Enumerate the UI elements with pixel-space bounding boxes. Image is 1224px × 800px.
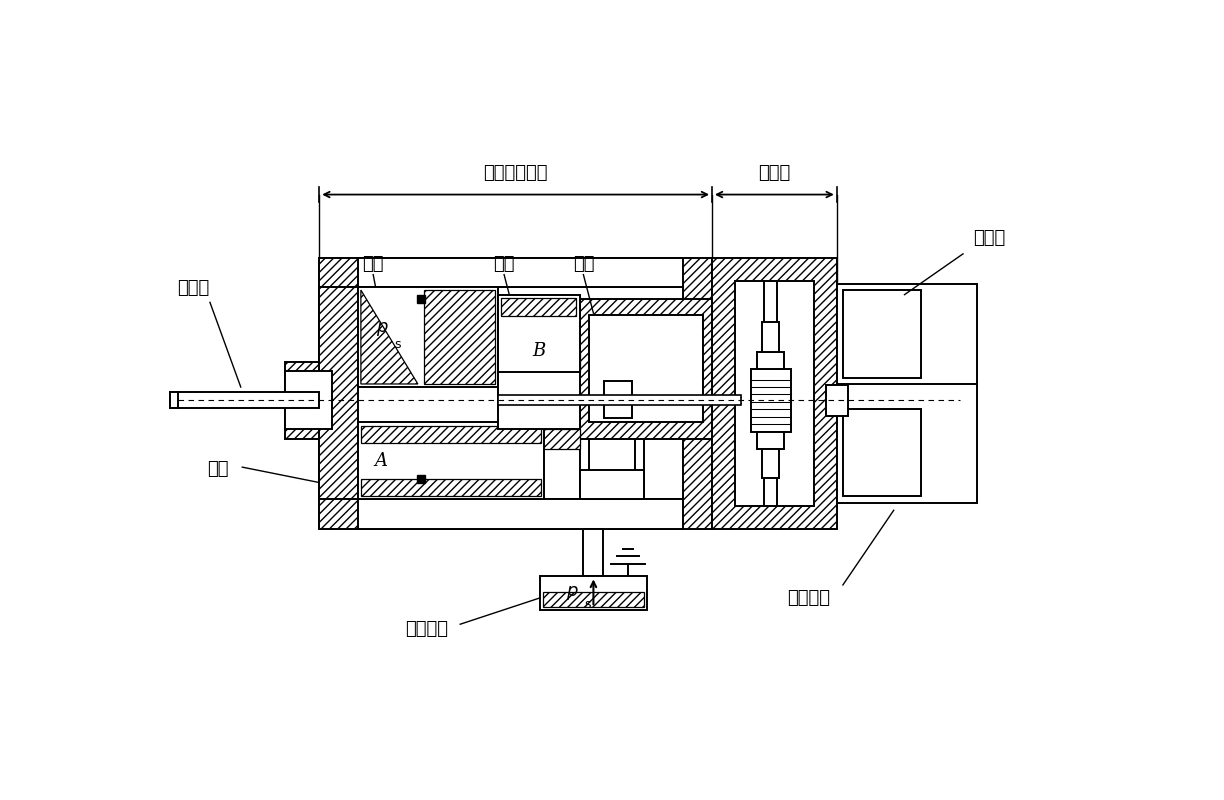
Polygon shape	[579, 470, 644, 499]
Text: 活塞杆: 活塞杆	[177, 279, 209, 298]
Polygon shape	[758, 432, 783, 449]
Polygon shape	[750, 369, 791, 432]
Polygon shape	[763, 449, 778, 478]
Polygon shape	[843, 409, 922, 496]
Polygon shape	[357, 258, 683, 287]
Polygon shape	[736, 281, 814, 506]
Polygon shape	[843, 290, 922, 378]
Polygon shape	[361, 479, 541, 496]
Text: B: B	[532, 342, 546, 360]
Polygon shape	[826, 385, 847, 415]
Polygon shape	[319, 258, 712, 529]
Polygon shape	[712, 258, 837, 529]
Text: 螺杆: 螺杆	[362, 255, 384, 273]
Polygon shape	[579, 298, 712, 438]
Polygon shape	[605, 381, 632, 418]
Polygon shape	[319, 287, 357, 499]
Polygon shape	[357, 287, 498, 387]
Text: s: s	[584, 598, 590, 610]
Text: 活塞: 活塞	[207, 460, 229, 478]
Polygon shape	[357, 499, 683, 529]
Polygon shape	[361, 426, 541, 442]
Polygon shape	[501, 389, 577, 407]
Polygon shape	[763, 322, 778, 352]
Text: 编码器: 编码器	[973, 230, 1005, 247]
Polygon shape	[285, 371, 332, 430]
Text: 液压力放大器: 液压力放大器	[483, 164, 548, 182]
Text: s: s	[394, 338, 401, 351]
Polygon shape	[170, 393, 319, 408]
Text: A: A	[375, 452, 388, 470]
Polygon shape	[589, 315, 703, 422]
Text: 平衡活塞: 平衡活塞	[405, 620, 449, 638]
Polygon shape	[498, 372, 579, 429]
Polygon shape	[498, 429, 579, 449]
Polygon shape	[498, 395, 742, 405]
Polygon shape	[349, 287, 683, 499]
Polygon shape	[758, 352, 783, 369]
Polygon shape	[424, 290, 494, 384]
Polygon shape	[540, 577, 647, 610]
Text: $p$: $p$	[376, 320, 389, 338]
Polygon shape	[170, 393, 177, 408]
Polygon shape	[501, 298, 577, 316]
Polygon shape	[285, 362, 332, 438]
Text: 阀芯: 阀芯	[573, 255, 594, 273]
Text: 螺母: 螺母	[493, 255, 515, 273]
Polygon shape	[542, 592, 644, 607]
Polygon shape	[361, 290, 417, 384]
Text: $p$: $p$	[565, 585, 578, 602]
Text: 齿轮箱: 齿轮箱	[758, 164, 791, 182]
Polygon shape	[357, 422, 545, 499]
Polygon shape	[498, 352, 579, 372]
Polygon shape	[837, 284, 977, 502]
Polygon shape	[584, 529, 603, 577]
Polygon shape	[498, 294, 579, 410]
Text: 步进电机: 步进电机	[787, 589, 831, 607]
